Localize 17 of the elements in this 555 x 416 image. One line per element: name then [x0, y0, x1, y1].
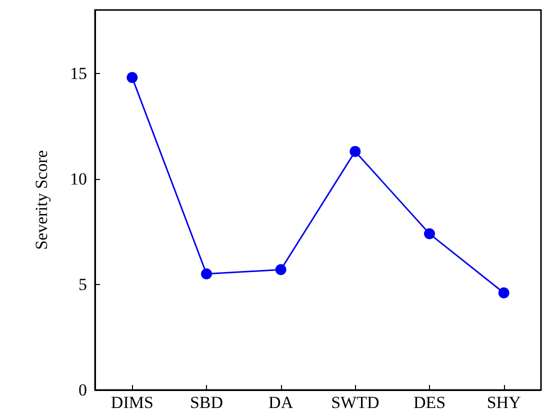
x-tick-label: DA [268, 393, 294, 412]
point [126, 72, 138, 84]
y-tick-label: 15 [70, 64, 87, 83]
x-tick-label: SWTD [331, 393, 380, 412]
x-tick-label: DES [413, 393, 446, 412]
x-tick-label: SHY [486, 393, 521, 412]
point [201, 268, 212, 280]
point [350, 146, 361, 157]
point [498, 287, 510, 298]
x-tick-label: DIMS [110, 393, 154, 412]
y-tick-label: 10 [70, 169, 87, 188]
y-axis-title: Severity Score [32, 150, 51, 250]
y-tick-label: 0 [78, 380, 87, 400]
point [424, 228, 435, 240]
y-tick-label: 5 [78, 274, 87, 294]
point [275, 264, 286, 276]
x-tick-label: SBD [190, 393, 224, 412]
